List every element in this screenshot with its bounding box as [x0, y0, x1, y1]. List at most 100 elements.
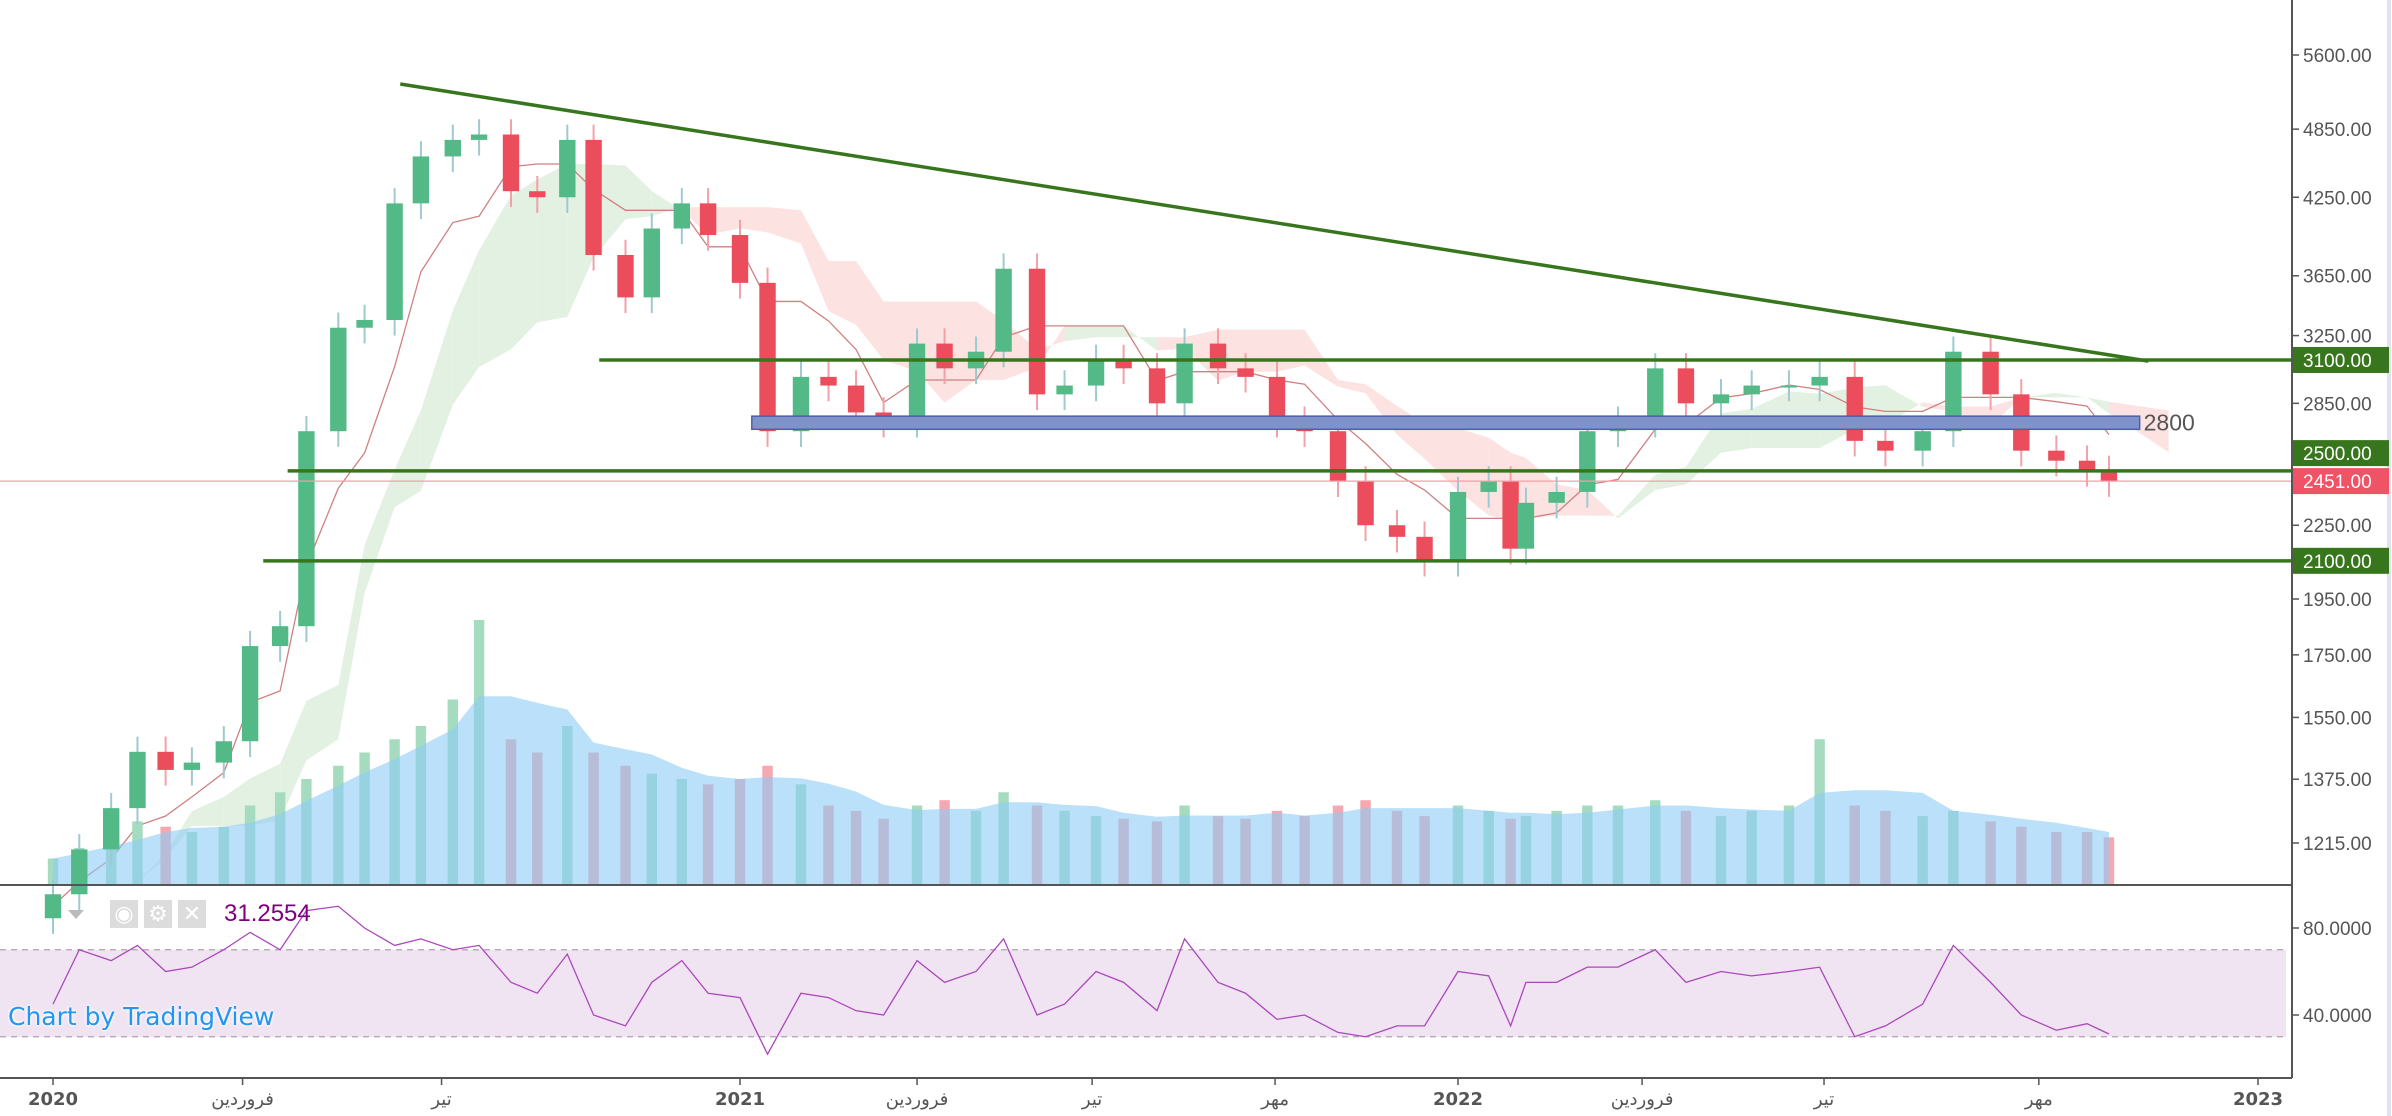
level-price-badge-bg	[2293, 346, 2389, 373]
close-icon[interactable]: ✕	[178, 900, 206, 928]
cloud-segment	[452, 250, 480, 405]
cloud-segment	[394, 410, 421, 508]
tradingview-watermark[interactable]: Chart by TradingView	[8, 1002, 275, 1031]
level-price-badge: 3100.00	[2303, 351, 2372, 372]
candle	[1502, 466, 1519, 565]
cloud-segment	[2056, 393, 2088, 398]
cloud-segment	[767, 207, 801, 244]
candle	[44, 879, 62, 934]
candle	[1743, 370, 1760, 411]
candle-body	[444, 139, 462, 157]
candle	[699, 188, 717, 251]
candle-body	[502, 134, 520, 192]
cloud-segment	[420, 310, 453, 492]
candle-body	[386, 203, 403, 320]
candle	[820, 361, 837, 402]
cloud-segment	[1424, 423, 1458, 491]
candle-body	[1517, 502, 1535, 549]
candle-body	[699, 203, 717, 236]
candle	[1209, 328, 1227, 385]
cloud-segment	[1338, 380, 1366, 394]
cloud-segment	[1685, 413, 1722, 485]
cloud-segment	[306, 684, 339, 761]
candle-body	[129, 751, 146, 809]
candle-body	[271, 626, 289, 647]
candle-body	[1502, 481, 1519, 549]
candle-body	[1877, 440, 1894, 451]
cloud-segment	[1587, 490, 1618, 519]
chevron-down-icon[interactable]	[68, 909, 84, 919]
time-tick-label: فروردین	[886, 1089, 949, 1110]
cloud-segment	[1655, 466, 1686, 491]
candle	[1480, 466, 1497, 508]
price-tick-label: 2250.00	[2303, 516, 2372, 537]
candle	[617, 239, 634, 314]
candle	[412, 141, 430, 220]
rsi-value: 31.2554	[224, 900, 311, 927]
level-price-badge-bg	[2293, 547, 2389, 574]
candle-body	[215, 741, 233, 763]
cloud-segment	[1885, 385, 1923, 425]
candle-body	[1480, 481, 1497, 492]
price-tick-label: 1375.00	[2303, 770, 2372, 791]
candle-body	[1237, 368, 1254, 377]
cloud-segment	[191, 796, 224, 826]
candle-body	[1846, 376, 1863, 441]
candle-body	[617, 254, 634, 298]
candle-body	[1388, 525, 1406, 537]
time-tick-label: 2023	[2233, 1089, 2283, 1110]
cloud-segment	[364, 469, 395, 594]
candle	[386, 188, 403, 336]
support-zone[interactable]	[751, 415, 2141, 431]
candle-body	[330, 327, 347, 432]
candle-body	[2078, 460, 2096, 471]
time-tick-label: مهر	[2024, 1089, 2053, 1110]
candle	[2078, 445, 2096, 487]
eye-icon[interactable]: ◉	[110, 900, 138, 928]
candle-body	[1743, 385, 1760, 395]
cloud-segment	[280, 700, 307, 820]
candle-body	[585, 139, 602, 255]
last-price-badge-bg	[2293, 468, 2389, 495]
baseline-line	[52, 163, 2110, 907]
candle-body	[1548, 491, 1565, 503]
candle-body	[1780, 385, 1798, 388]
rsi-tick-label: 80.0000	[2303, 919, 2372, 940]
candle	[1115, 344, 1132, 385]
cloud-segment	[856, 261, 884, 361]
cloud-segment	[1064, 325, 1097, 342]
candle-body	[1982, 351, 1999, 395]
candle	[529, 175, 546, 213]
candle-body	[1268, 376, 1286, 422]
cloud-segment	[223, 778, 251, 826]
candle	[183, 747, 201, 786]
candle	[215, 726, 233, 779]
price-tick-label: 1750.00	[2303, 646, 2372, 667]
candle-body	[1712, 394, 1730, 404]
cloud-segment	[338, 544, 365, 740]
candle-body	[1148, 368, 1166, 404]
cloud-segment	[2087, 397, 2109, 414]
trendline[interactable]	[399, 82, 2149, 363]
candle-body	[1677, 368, 1695, 404]
candle	[1982, 336, 1999, 411]
price-tick-label: 4250.00	[2303, 188, 2372, 209]
candle-body	[673, 203, 691, 229]
gear-icon[interactable]: ⚙	[144, 900, 172, 928]
time-tick-label: 2020	[28, 1089, 78, 1110]
candle	[585, 124, 602, 271]
candle-body	[1811, 376, 1828, 386]
time-tick-label: تیر	[430, 1089, 451, 1110]
cloud-segment	[944, 301, 977, 403]
candle-body	[1579, 431, 1596, 492]
cloud-segment	[740, 207, 768, 233]
cloud-segment	[1245, 329, 1278, 372]
cloud-segment	[2138, 406, 2169, 453]
cloud-segment	[511, 179, 538, 350]
candle-body	[1028, 268, 1046, 395]
candle	[271, 610, 289, 662]
candle	[1028, 253, 1046, 411]
candle-body	[157, 751, 174, 770]
candle-body	[1056, 385, 1073, 395]
